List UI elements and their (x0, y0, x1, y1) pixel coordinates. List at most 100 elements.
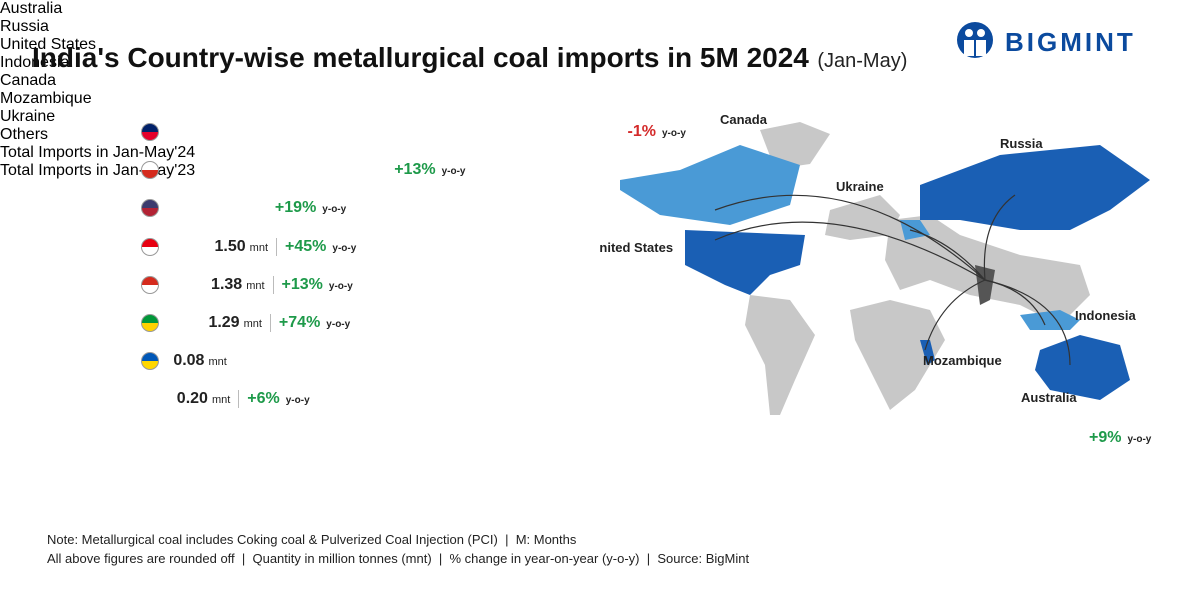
unit-label: mnt (243, 318, 262, 330)
logo-icon (965, 29, 973, 37)
category-label: Total Imports in Jan-May'24 (0, 144, 196, 161)
unit-label: mnt (361, 165, 381, 178)
logo-icon (977, 29, 985, 37)
unit-label: mnt (211, 394, 231, 407)
separator (269, 314, 271, 332)
value-group: 15.8 mnt (163, 121, 614, 143)
category-label: United States (0, 36, 97, 53)
map-dark (685, 145, 1150, 400)
map-label: United States (600, 240, 673, 255)
yoy-suffix: y-o-y (332, 242, 357, 254)
flag (141, 161, 159, 180)
greenland (760, 122, 830, 169)
canada (620, 145, 800, 225)
map-label: Indonesia (1075, 308, 1136, 323)
yoy-label: +6% (247, 390, 280, 408)
map-label: Russia (1000, 136, 1043, 151)
category-label: Russia (0, 18, 49, 35)
map-highlight (620, 145, 1080, 330)
unit-label: mnt (981, 470, 1000, 483)
flag (141, 199, 159, 218)
unit-label: mnt (595, 127, 614, 139)
yoy-suffix: y-o-y (441, 166, 466, 178)
category-label: Indonesia (0, 54, 70, 71)
yoy-suffix: y-o-y (662, 128, 686, 139)
unit-label: mnt (246, 279, 265, 292)
yoy-label: +45% (285, 237, 327, 255)
africa (850, 300, 945, 410)
map-label: Canada (720, 112, 768, 127)
map-label: Mozambique (923, 353, 1002, 368)
yoy-suffix: y-o-y (326, 319, 351, 330)
map-label: Australia (1021, 390, 1077, 405)
yoy-label: +13% (281, 275, 323, 293)
chart-title: India's Country-wise metallurgical coal … (32, 42, 809, 73)
value-group: 1.50 mnt +45% y-o-y (214, 236, 357, 258)
note: All above figures are rounded off | Quan… (47, 551, 750, 566)
yoy-label: -1% (627, 123, 656, 140)
australia (1035, 335, 1130, 400)
flag (141, 123, 159, 141)
value-label: 3.65 (207, 199, 239, 217)
value-group: 7.76 mnt (163, 159, 380, 181)
category-label: Canada (0, 72, 57, 89)
world-map: Canada Russia Ukraine United States Indo… (600, 112, 1150, 415)
value-group: 1.38 mnt +13% y-o-y (211, 274, 353, 296)
value-label: 0.20 (176, 390, 208, 408)
yoy-label: +19% (274, 199, 317, 217)
logo-icon (964, 40, 986, 56)
unit-label: mnt (1056, 432, 1075, 445)
value-group: 29.1 mnt (163, 465, 1000, 487)
yoy-group: +19% y-o-y (275, 197, 346, 219)
europe (825, 195, 900, 240)
yoy-group: +9% y-o-y (1089, 427, 1151, 449)
map-label: Ukraine (836, 179, 884, 194)
yoy-suffix: y-o-y (285, 395, 310, 407)
separator (238, 390, 240, 409)
value-group: 3.65 mnt (163, 197, 261, 219)
chart-subtitle: (Jan-May) (817, 50, 908, 72)
separator (276, 237, 278, 256)
russia (920, 145, 1150, 230)
value-label: 31.7 (1021, 428, 1053, 446)
note: Note: Metallurgical coal includes Coking… (47, 532, 577, 547)
yoy-label: +9% (1089, 428, 1122, 446)
yoy-label: +74% (278, 314, 321, 331)
mozambique (920, 340, 935, 365)
title-block: India's Country-wise metallurgical coal … (32, 42, 907, 74)
unit-label: mnt (242, 203, 261, 216)
united-states (685, 230, 805, 295)
category-label: Australia (0, 0, 63, 17)
flag (141, 314, 159, 332)
logo: BIGMINT (957, 22, 1136, 58)
value-label: 29.1 (946, 466, 978, 484)
brand: BIGMINT (1005, 27, 1136, 57)
value-label: 1.38 (211, 275, 243, 293)
value-label: 1.50 (214, 237, 246, 255)
category-label: Others (0, 126, 49, 143)
value-label: 1.29 (208, 314, 240, 331)
logo-icon (957, 22, 993, 58)
unit-label: mnt (249, 241, 269, 254)
value-label: 0.08 (173, 352, 205, 370)
category-label: Ukraine (0, 108, 56, 125)
yoy-label: +13% (394, 161, 436, 179)
value-group: 1.29 mnt +74% y-o-y (208, 312, 350, 334)
yoy-group: -1% y-o-y (628, 121, 686, 143)
yoy-suffix: y-o-y (1127, 433, 1152, 445)
value-label: 7.76 (326, 161, 358, 179)
yoy-group: +13% y-o-y (394, 159, 465, 181)
south-america (745, 295, 815, 415)
value-group: 0.20 mnt +6% y-o-y (177, 388, 310, 410)
value-group: 31.7 mnt (163, 427, 1075, 449)
value-group: 0.08 mnt (173, 350, 226, 372)
separator (272, 275, 274, 294)
value-label: 15.8 (560, 123, 592, 140)
flag (141, 352, 159, 371)
flag (141, 275, 159, 294)
category-label: Mozambique (0, 90, 92, 107)
unit-label: mnt (208, 356, 227, 369)
indonesia (1020, 310, 1080, 330)
flag (141, 237, 159, 256)
